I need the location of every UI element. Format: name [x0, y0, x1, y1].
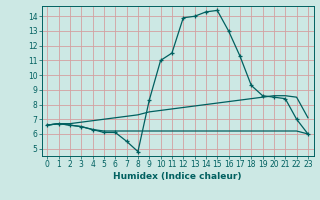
X-axis label: Humidex (Indice chaleur): Humidex (Indice chaleur): [113, 172, 242, 181]
